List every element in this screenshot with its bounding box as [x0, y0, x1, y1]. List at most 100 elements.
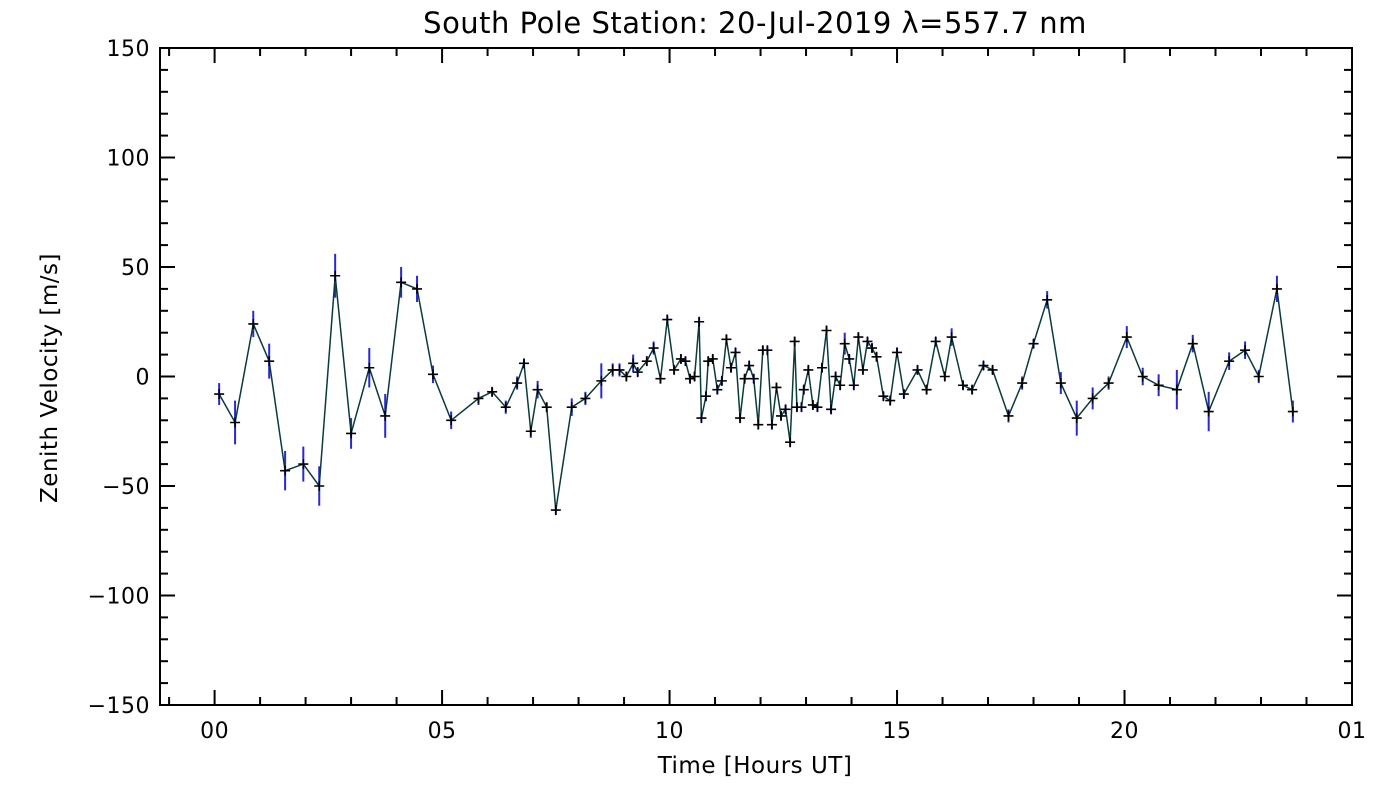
y-tick-label: 150 [107, 37, 151, 62]
data-point [1271, 283, 1282, 294]
data-point [771, 382, 782, 393]
data-point [662, 314, 673, 325]
data-point [364, 362, 375, 373]
data-point [330, 270, 341, 281]
data-point [725, 362, 736, 373]
data-point [1103, 378, 1114, 389]
data-point [230, 417, 241, 428]
data-point [314, 481, 325, 491]
data-point [703, 356, 714, 367]
plot-border [159, 47, 1353, 706]
data-point [978, 360, 989, 371]
data-point [1187, 338, 1198, 349]
data-point [762, 345, 773, 356]
data-point [987, 364, 998, 375]
data-point [721, 334, 732, 345]
data-point [857, 364, 868, 375]
data-point [1153, 380, 1164, 391]
data-series [214, 253, 1298, 516]
data-point [680, 356, 691, 367]
data-point [958, 380, 969, 391]
data-point [730, 347, 741, 358]
data-point [776, 410, 787, 421]
data-point [707, 353, 718, 364]
data-point [1287, 406, 1298, 417]
data-point [596, 375, 607, 386]
data-point [921, 384, 932, 395]
data-point [1253, 371, 1264, 382]
data-point [946, 332, 957, 343]
data-point [632, 367, 643, 378]
data-point [1203, 406, 1214, 417]
data-point [518, 358, 529, 369]
data-point [785, 437, 796, 448]
data-point [766, 419, 777, 430]
data-point [867, 343, 878, 354]
y-tick-label: 100 [107, 147, 151, 172]
data-point [892, 347, 903, 358]
data-point [744, 360, 755, 371]
data-point [885, 395, 896, 406]
data-point [1003, 410, 1014, 421]
data-point [669, 364, 680, 375]
data-point [735, 413, 746, 424]
data-point [380, 410, 391, 421]
tick-labels: 00 05 10 15 20 01 −150 −100 −50 0 50 100 150 [88, 37, 1367, 744]
data-point [1042, 294, 1053, 305]
data-point [753, 419, 764, 430]
data-point [512, 378, 523, 389]
data-point [280, 465, 291, 476]
data-point [675, 353, 686, 364]
y-tick-label: 0 [136, 366, 151, 391]
data-point [816, 362, 827, 373]
x-tick-label: 01 [1338, 719, 1367, 744]
x-tick-label: 05 [428, 719, 457, 744]
x-tick-label: 15 [883, 719, 912, 744]
data-point [487, 386, 498, 397]
data-point [446, 415, 457, 426]
data-point [839, 338, 850, 349]
data-point [580, 393, 591, 404]
data-point [500, 402, 511, 413]
data-point [812, 402, 823, 413]
data-point [1137, 371, 1148, 382]
data-point [694, 316, 705, 327]
data-point [628, 358, 639, 369]
data-point [716, 375, 727, 386]
data-point [853, 332, 864, 343]
axis-ticks [160, 47, 1353, 706]
data-point [1055, 378, 1066, 389]
x-axis-label: Time [Hours UT] [657, 753, 853, 779]
x-tick-label: 00 [200, 719, 229, 744]
data-point [298, 459, 309, 470]
data-point [835, 380, 846, 391]
chart-title: South Pole Station: 20-Jul-2019 λ=557.7 … [423, 6, 1087, 40]
y-tick-label: 50 [121, 256, 150, 281]
data-point [1224, 356, 1235, 367]
data-point [821, 325, 832, 336]
data-point [689, 371, 700, 382]
data-point [830, 371, 841, 382]
data-point [346, 428, 357, 439]
data-point [1028, 338, 1039, 349]
data-point [878, 391, 889, 402]
data-point [1017, 378, 1028, 389]
data-point [214, 389, 225, 400]
data-point [541, 402, 552, 413]
data-point [803, 364, 814, 375]
data-point [871, 351, 882, 362]
data-point [566, 402, 577, 413]
data-point [427, 369, 438, 380]
data-point [807, 399, 818, 410]
data-point [862, 336, 873, 347]
data-point [967, 384, 978, 395]
data-point [796, 402, 807, 413]
data-point [739, 373, 750, 384]
data-point [264, 356, 275, 367]
data-point [412, 283, 423, 294]
data-point [396, 277, 407, 288]
series-line [218, 275, 1294, 511]
data-point [712, 384, 723, 395]
data-point [550, 505, 561, 516]
